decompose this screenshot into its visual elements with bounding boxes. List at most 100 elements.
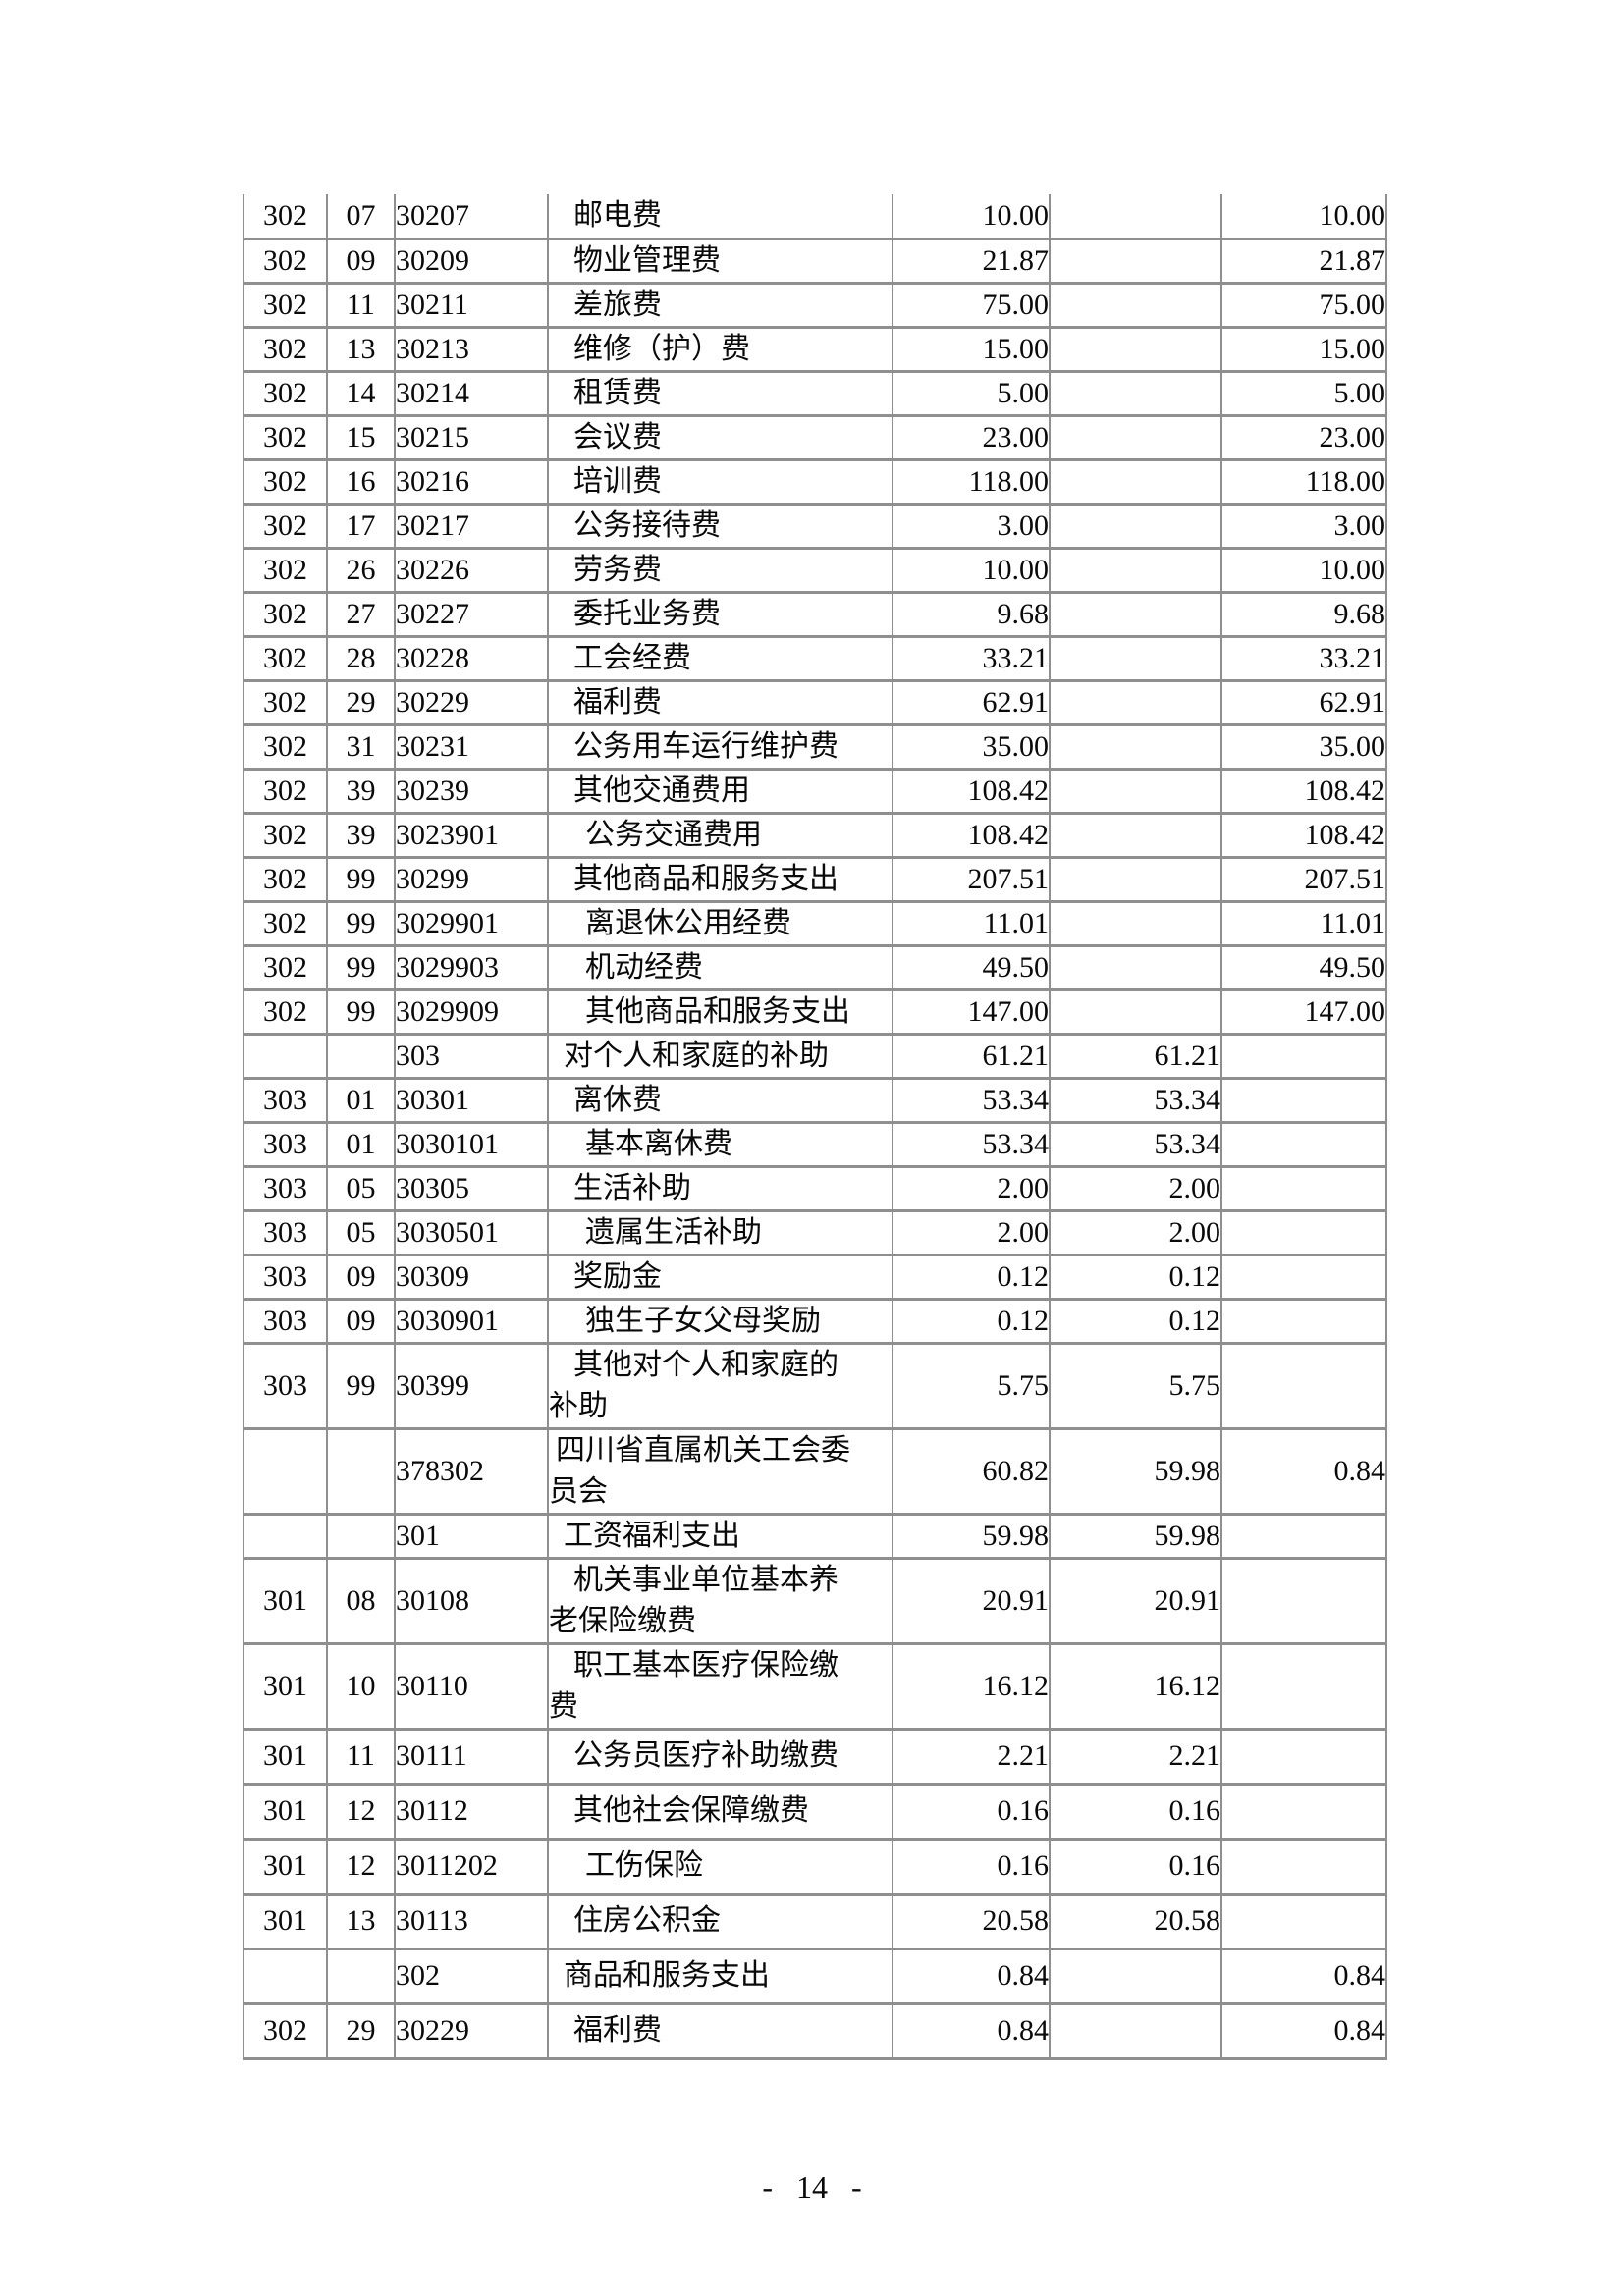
cell-total-amount: 0.16 <box>892 1837 1051 1896</box>
cell-fiscal-amount: 2.21 <box>1049 1727 1222 1786</box>
cell-total-amount: 9.68 <box>892 590 1051 638</box>
cell-subclass-code: 07 <box>326 194 396 240</box>
cell-item-name: 工资福利支出 <box>547 1512 893 1560</box>
cell-subclass-code: 99 <box>326 899 396 947</box>
cell-item-name: 机关事业单位基本养 老保险缴费 <box>547 1556 893 1645</box>
cell-item-name: 其他对个人和家庭的 补助 <box>547 1341 893 1430</box>
cell-item-name: 福利费 <box>547 678 893 726</box>
table-row: 303 对个人和家庭的补助 61.21 61.21 <box>243 1032 1387 1080</box>
cell-subclass-code: 26 <box>326 546 396 594</box>
cell-item-code: 30305 <box>394 1164 549 1212</box>
cell-class-code: 302 <box>243 678 328 726</box>
cell-item-code: 30399 <box>394 1341 549 1430</box>
cell-other-amount <box>1220 1892 1387 1950</box>
cell-fiscal-amount <box>1049 590 1222 638</box>
cell-total-amount: 23.00 <box>892 413 1051 461</box>
cell-fiscal-amount: 0.16 <box>1049 1837 1222 1896</box>
cell-other-amount <box>1220 1512 1387 1560</box>
table-row: 302 26 30226 劳务费 10.00 10.00 <box>243 546 1387 594</box>
cell-total-amount: 108.42 <box>892 811 1051 859</box>
cell-class-code: 303 <box>243 1253 328 1301</box>
cell-other-amount: 9.68 <box>1220 590 1387 638</box>
cell-item-code: 301 <box>394 1512 549 1560</box>
cell-item-name: 培训费 <box>547 457 893 506</box>
cell-subclass-code: 99 <box>326 988 396 1036</box>
cell-total-amount: 11.01 <box>892 899 1051 947</box>
table-row: 302 17 30217 公务接待费 3.00 3.00 <box>243 502 1387 550</box>
cell-class-code: 301 <box>243 1837 328 1896</box>
cell-item-name: 差旅费 <box>547 281 893 329</box>
cell-subclass-code: 99 <box>326 943 396 991</box>
cell-class-code: 301 <box>243 1782 328 1841</box>
cell-item-name: 遗属生活补助 <box>547 1208 893 1256</box>
cell-fiscal-amount <box>1049 988 1222 1036</box>
cell-item-code: 30108 <box>394 1556 549 1645</box>
cell-item-name: 奖励金 <box>547 1253 893 1301</box>
cell-total-amount: 33.21 <box>892 634 1051 682</box>
cell-class-code <box>243 1947 328 2005</box>
cell-item-name: 生活补助 <box>547 1164 893 1212</box>
cell-item-name: 邮电费 <box>547 194 893 240</box>
table-row: 302 09 30209 物业管理费 21.87 21.87 <box>243 237 1387 285</box>
cell-subclass-code <box>326 1032 396 1080</box>
cell-total-amount: 15.00 <box>892 325 1051 373</box>
cell-item-name: 会议费 <box>547 413 893 461</box>
cell-class-code: 302 <box>243 855 328 903</box>
table-row: 303 99 30399 其他对个人和家庭的 补助 5.75 5.75 <box>243 1341 1387 1430</box>
table-row: 302 28 30228 工会经费 33.21 33.21 <box>243 634 1387 682</box>
cell-subclass-code: 01 <box>326 1076 396 1124</box>
cell-subclass-code: 12 <box>326 1782 396 1841</box>
cell-total-amount: 0.16 <box>892 1782 1051 1841</box>
table-row: 302 14 30214 租赁费 5.00 5.00 <box>243 369 1387 417</box>
cell-total-amount: 59.98 <box>892 1512 1051 1560</box>
cell-item-name: 住房公积金 <box>547 1892 893 1950</box>
cell-subclass-code: 05 <box>326 1208 396 1256</box>
cell-item-name: 公务接待费 <box>547 502 893 550</box>
cell-other-amount: 11.01 <box>1220 899 1387 947</box>
table-row: 302 07 30207 邮电费 10.00 10.00 <box>243 194 1387 240</box>
table-row: 301 11 30111 公务员医疗补助缴费 2.21 2.21 <box>243 1727 1387 1786</box>
table-row: 302 27 30227 委托业务费 9.68 9.68 <box>243 590 1387 638</box>
cell-item-name: 其他商品和服务支出 <box>547 988 893 1036</box>
cell-fiscal-amount: 5.75 <box>1049 1341 1222 1430</box>
cell-class-code: 303 <box>243 1164 328 1212</box>
table-row: 302 15 30215 会议费 23.00 23.00 <box>243 413 1387 461</box>
cell-item-name: 离休费 <box>547 1076 893 1124</box>
cell-class-code: 302 <box>243 811 328 859</box>
cell-subclass-code: 29 <box>326 2002 396 2060</box>
cell-fiscal-amount <box>1049 855 1222 903</box>
cell-other-amount: 23.00 <box>1220 413 1387 461</box>
cell-other-amount: 15.00 <box>1220 325 1387 373</box>
cell-other-amount <box>1220 1837 1387 1896</box>
cell-fiscal-amount <box>1049 943 1222 991</box>
cell-fiscal-amount: 2.00 <box>1049 1208 1222 1256</box>
cell-other-amount: 3.00 <box>1220 502 1387 550</box>
cell-item-code: 3029901 <box>394 899 549 947</box>
cell-fiscal-amount <box>1049 369 1222 417</box>
cell-item-code: 30110 <box>394 1641 549 1731</box>
table-row: 301 10 30110 职工基本医疗保险缴 费 16.12 16.12 <box>243 1641 1387 1731</box>
cell-item-code: 30299 <box>394 855 549 903</box>
table-row: 302 商品和服务支出 0.84 0.84 <box>243 1947 1387 2005</box>
cell-subclass-code: 99 <box>326 855 396 903</box>
cell-item-name: 公务用车运行维护费 <box>547 722 893 771</box>
table-row: 302 11 30211 差旅费 75.00 75.00 <box>243 281 1387 329</box>
cell-other-amount <box>1220 1164 1387 1212</box>
cell-other-amount: 108.42 <box>1220 811 1387 859</box>
cell-fiscal-amount <box>1049 237 1222 285</box>
cell-fiscal-amount: 53.34 <box>1049 1076 1222 1124</box>
cell-fiscal-amount <box>1049 2002 1222 2060</box>
cell-total-amount: 5.75 <box>892 1341 1051 1430</box>
cell-item-code: 3030901 <box>394 1297 549 1345</box>
cell-class-code: 302 <box>243 899 328 947</box>
cell-item-name: 对个人和家庭的补助 <box>547 1032 893 1080</box>
cell-fiscal-amount: 0.12 <box>1049 1297 1222 1345</box>
cell-class-code: 302 <box>243 369 328 417</box>
cell-item-code: 30301 <box>394 1076 549 1124</box>
cell-fiscal-amount <box>1049 899 1222 947</box>
cell-other-amount: 0.84 <box>1220 1947 1387 2005</box>
cell-item-code: 30309 <box>394 1253 549 1301</box>
cell-class-code: 301 <box>243 1641 328 1731</box>
cell-class-code: 302 <box>243 281 328 329</box>
